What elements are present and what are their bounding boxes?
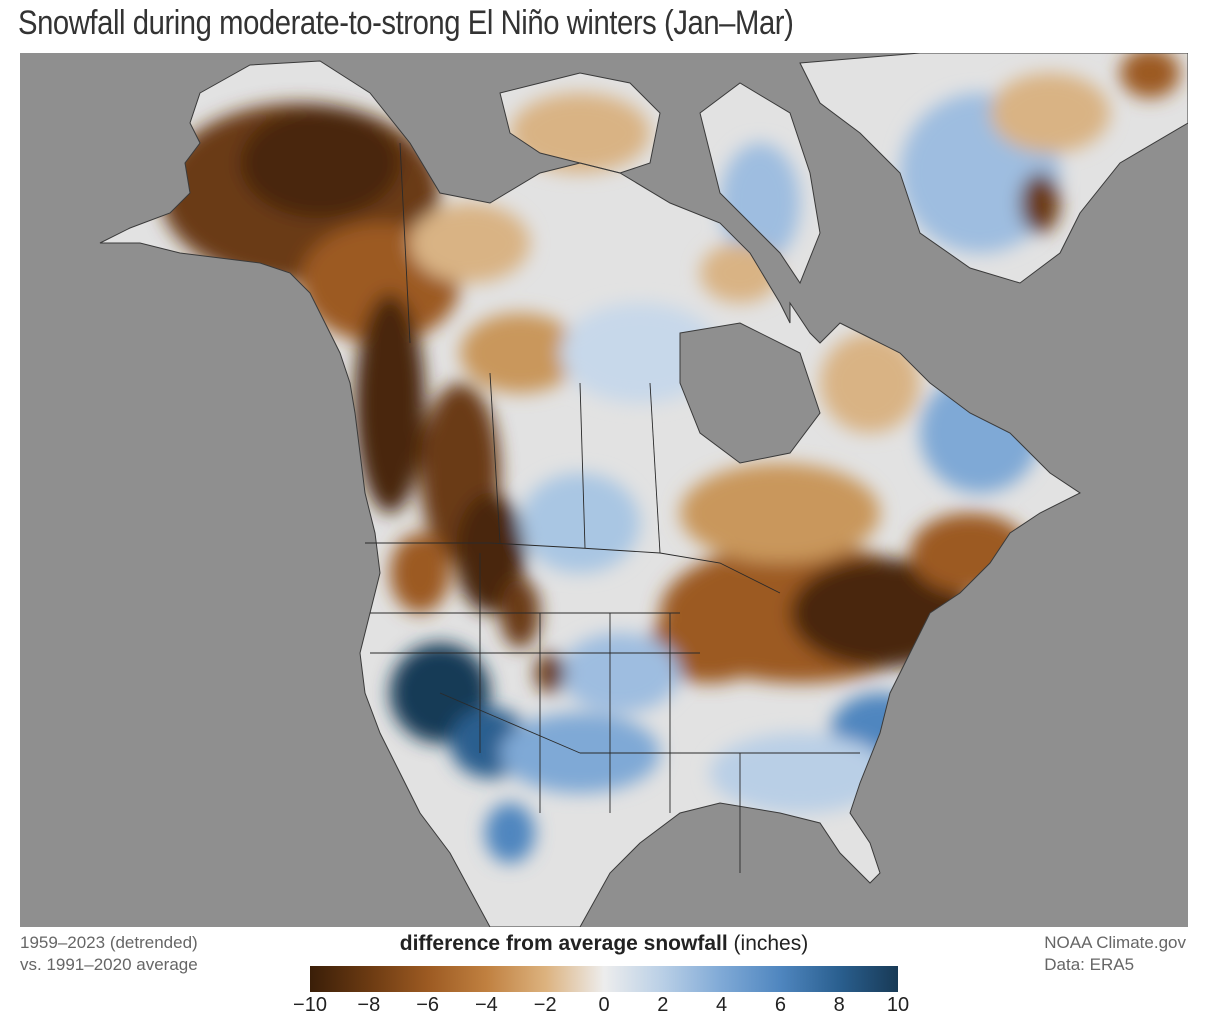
legend-title: difference from average snowfall (inches… [310,932,898,956]
credit-line-2: Data: ERA5 [1044,955,1135,974]
tick-label: 2 [657,994,669,1016]
tick-label: −6 [416,994,439,1016]
color-scale-ticks: −10 −8 −6 −4 −2 0 2 4 6 8 10 [293,994,909,1024]
tick-label: 0 [598,994,610,1016]
coastlines [99,53,1188,927]
credit-note: NOAA Climate.gov Data: ERA5 [1044,932,1186,976]
political-borders [365,142,860,873]
map-title: Snowfall during moderate-to-strong El Ni… [18,4,794,42]
tick-label: −10 [293,994,327,1016]
anomaly-field [100,53,1188,927]
tick-label: 8 [833,994,845,1016]
period-line-1: 1959–2023 (detrended) [20,933,198,952]
color-scale-bar [310,966,898,992]
tick-label: 6 [774,994,786,1016]
tick-label: 4 [716,994,728,1016]
hudson-bay [679,322,821,464]
period-line-2: vs. 1991–2020 average [20,955,198,974]
map-canvas [20,53,1188,927]
snowfall-anomaly-map [20,53,1188,927]
period-note: 1959–2023 (detrended) vs. 1991–2020 aver… [20,932,198,976]
tick-label: 10 [886,994,910,1016]
tick-label: −2 [533,994,557,1016]
legend-title-units: (inches) [727,932,809,955]
legend-title-bold: difference from average snowfall [399,932,728,955]
tick-label: −4 [474,994,498,1016]
tick-label: −8 [357,994,381,1016]
credit-line-1: NOAA Climate.gov [1044,933,1186,952]
